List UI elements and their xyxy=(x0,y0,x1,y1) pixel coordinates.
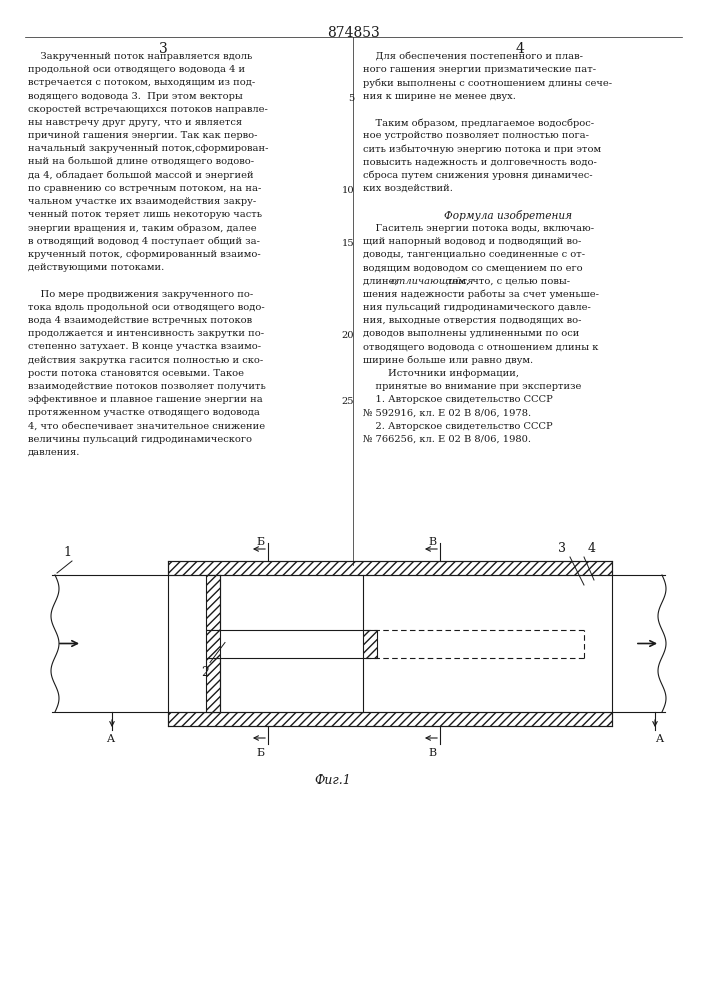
Text: В: В xyxy=(428,537,436,547)
Text: сить избыточную энергию потока и при этом: сить избыточную энергию потока и при это… xyxy=(363,144,601,154)
Text: ны навстречу друг другу, что и является: ны навстречу друг другу, что и является xyxy=(28,118,242,127)
Text: Источники информации,: Источники информации, xyxy=(363,369,519,378)
Text: По мере продвижения закрученного по-: По мере продвижения закрученного по- xyxy=(28,290,253,299)
Text: причиной гашения энергии. Так как перво-: причиной гашения энергии. Так как перво- xyxy=(28,131,257,140)
Text: Закрученный поток направляется вдоль: Закрученный поток направляется вдоль xyxy=(28,52,252,61)
Text: 20: 20 xyxy=(341,331,354,340)
Text: ких воздействий.: ких воздействий. xyxy=(363,184,453,193)
Text: крученный поток, сформированный взаимо-: крученный поток, сформированный взаимо- xyxy=(28,250,261,259)
Text: № 766256, кл. Е 02 В 8/06, 1980.: № 766256, кл. Е 02 В 8/06, 1980. xyxy=(363,435,531,444)
Text: водящим водоводом со смещением по его: водящим водоводом со смещением по его xyxy=(363,263,583,272)
Text: степенно затухает. В конце участка взаимо-: степенно затухает. В конце участка взаим… xyxy=(28,342,261,351)
Text: эффективное и плавное гашение энергии на: эффективное и плавное гашение энергии на xyxy=(28,395,263,404)
Text: 2: 2 xyxy=(201,666,209,678)
Text: 15: 15 xyxy=(341,239,354,248)
Text: Таким образом, предлагаемое водосброс-: Таким образом, предлагаемое водосброс- xyxy=(363,118,594,127)
Text: доводы, тангенциально соединенные с от-: доводы, тангенциально соединенные с от- xyxy=(363,250,585,259)
Bar xyxy=(206,630,220,658)
Text: 4, что обеспечивает значительное снижение: 4, что обеспечивает значительное снижени… xyxy=(28,422,265,431)
Text: чальном участке их взаимодействия закру-: чальном участке их взаимодействия закру- xyxy=(28,197,256,206)
Text: величины пульсаций гидродинамического: величины пульсаций гидродинамического xyxy=(28,435,252,444)
Text: тем, что, с целью повы-: тем, что, с целью повы- xyxy=(444,276,570,285)
Text: взаимодействие потоков позволяет получить: взаимодействие потоков позволяет получит… xyxy=(28,382,266,391)
Text: ния, выходные отверстия подводящих во-: ния, выходные отверстия подводящих во- xyxy=(363,316,581,325)
Text: ченный поток теряет лишь некоторую часть: ченный поток теряет лишь некоторую часть xyxy=(28,210,262,219)
Text: Формула изобретения: Формула изобретения xyxy=(444,210,572,221)
Text: доводов выполнены удлиненными по оси: доводов выполнены удлиненными по оси xyxy=(363,329,579,338)
Text: 2. Авторское свидетельство СССР: 2. Авторское свидетельство СССР xyxy=(363,422,553,431)
Text: 3: 3 xyxy=(558,542,566,555)
Text: скоростей встречающихся потоков направле-: скоростей встречающихся потоков направле… xyxy=(28,105,268,114)
Text: ное устройство позволяет полностью пога-: ное устройство позволяет полностью пога- xyxy=(363,131,589,140)
Text: Б: Б xyxy=(256,537,264,547)
Text: 5: 5 xyxy=(348,94,354,103)
Bar xyxy=(206,575,220,630)
Text: 4: 4 xyxy=(515,42,525,56)
Text: протяженном участке отводящего водовода: протяженном участке отводящего водовода xyxy=(28,408,260,417)
Text: по сравнению со встречным потоком, на на-: по сравнению со встречным потоком, на на… xyxy=(28,184,262,193)
Text: В: В xyxy=(428,748,436,758)
Text: вода 4 взаимодействие встречных потоков: вода 4 взаимодействие встречных потоков xyxy=(28,316,252,325)
Text: продолжается и интенсивность закрутки по-: продолжается и интенсивность закрутки по… xyxy=(28,329,264,338)
Text: в отводящий водовод 4 поступает общий за-: в отводящий водовод 4 поступает общий за… xyxy=(28,237,260,246)
Text: тока вдоль продольной оси отводящего водо-: тока вдоль продольной оси отводящего вод… xyxy=(28,303,264,312)
Text: шения надежности работы за счет уменьше-: шения надежности работы за счет уменьше- xyxy=(363,290,599,299)
Text: ного гашения энергии призматические пат-: ного гашения энергии призматические пат- xyxy=(363,65,596,74)
Text: повысить надежность и долговечность водо-: повысить надежность и долговечность водо… xyxy=(363,158,597,167)
Text: № 592916, кл. Е 02 В 8/06, 1978.: № 592916, кл. Е 02 В 8/06, 1978. xyxy=(363,408,531,417)
Bar xyxy=(363,630,377,658)
Text: да 4, обладает большой массой и энергией: да 4, обладает большой массой и энергией xyxy=(28,171,254,180)
Bar xyxy=(206,658,220,712)
Bar xyxy=(168,712,612,726)
Text: действующими потоками.: действующими потоками. xyxy=(28,263,164,272)
Text: отводящего водовода с отношением длины к: отводящего водовода с отношением длины к xyxy=(363,342,598,351)
Text: ный на большой длине отводящего водово-: ный на большой длине отводящего водово- xyxy=(28,158,254,167)
Text: Б: Б xyxy=(256,748,264,758)
Text: рубки выполнены с соотношением длины сече-: рубки выполнены с соотношением длины сеч… xyxy=(363,78,612,88)
Text: 3: 3 xyxy=(158,42,168,56)
Text: A: A xyxy=(655,734,663,744)
Text: энергии вращения и, таким образом, далее: энергии вращения и, таким образом, далее xyxy=(28,224,257,233)
Text: 4: 4 xyxy=(588,542,596,555)
Text: щий напорный водовод и подводящий во-: щий напорный водовод и подводящий во- xyxy=(363,237,581,246)
Text: продольной оси отводящего водовода 4 и: продольной оси отводящего водовода 4 и xyxy=(28,65,245,74)
Text: отличающийся: отличающийся xyxy=(391,276,474,285)
Text: водящего водовода 3.  При этом векторы: водящего водовода 3. При этом векторы xyxy=(28,92,243,101)
Text: сброса путем снижения уровня динамичес-: сброса путем снижения уровня динамичес- xyxy=(363,171,592,180)
Bar xyxy=(168,561,612,575)
Text: принятые во внимание при экспертизе: принятые во внимание при экспертизе xyxy=(363,382,581,391)
Text: 1. Авторское свидетельство СССР: 1. Авторское свидетельство СССР xyxy=(363,395,553,404)
Text: Гаситель энергии потока воды, включаю-: Гаситель энергии потока воды, включаю- xyxy=(363,224,594,233)
Text: Фиг.1: Фиг.1 xyxy=(315,774,351,787)
Text: длине,: длине, xyxy=(363,276,401,285)
Text: Для обеспечения постепенного и плав-: Для обеспечения постепенного и плав- xyxy=(363,52,583,61)
Text: давления.: давления. xyxy=(28,448,81,457)
Text: начальный закрученный поток,сформирован-: начальный закрученный поток,сформирован- xyxy=(28,144,269,153)
Text: ния к ширине не менее двух.: ния к ширине не менее двух. xyxy=(363,92,516,101)
Text: рости потока становятся осевыми. Такое: рости потока становятся осевыми. Такое xyxy=(28,369,244,378)
Text: A: A xyxy=(106,734,114,744)
Text: 1: 1 xyxy=(63,546,71,559)
Text: встречается с потоком, выходящим из под-: встречается с потоком, выходящим из под- xyxy=(28,78,255,87)
Text: ширине больше или равно двум.: ширине больше или равно двум. xyxy=(363,356,533,365)
Text: 10: 10 xyxy=(341,186,354,195)
Text: 874853: 874853 xyxy=(327,26,380,40)
Text: 25: 25 xyxy=(341,397,354,406)
Text: ния пульсаций гидродинамического давле-: ния пульсаций гидродинамического давле- xyxy=(363,303,591,312)
Text: действия закрутка гасится полностью и ско-: действия закрутка гасится полностью и ск… xyxy=(28,356,263,365)
